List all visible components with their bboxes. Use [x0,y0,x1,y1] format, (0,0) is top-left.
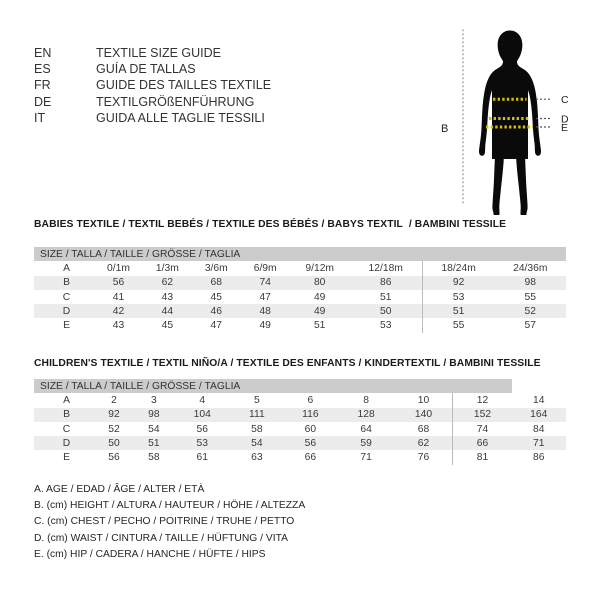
svg-text:C: C [561,94,569,106]
svg-text:E: E [561,122,568,134]
svg-text:B: B [441,123,448,135]
